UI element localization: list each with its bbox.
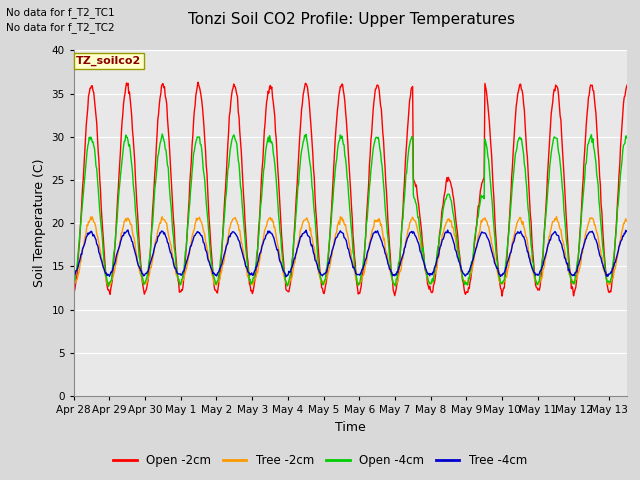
Tree -2cm <box>147 265 155 271</box>
Open -4cm <box>159 131 166 137</box>
Tree -4cm <box>307 243 315 249</box>
Tree -2cm <box>70 280 77 286</box>
Tree -4cm <box>482 231 490 237</box>
Tree -2cm <box>72 279 79 285</box>
Y-axis label: Soil Temperature (C): Soil Temperature (C) <box>33 159 46 288</box>
Text: TZ_soilco2: TZ_soilco2 <box>76 56 141 66</box>
Text: Tonzi Soil CO2 Profile: Upper Temperatures: Tonzi Soil CO2 Profile: Upper Temperatur… <box>189 12 515 27</box>
Open -4cm <box>623 133 631 139</box>
Tree -2cm <box>468 269 476 275</box>
Tree -2cm <box>481 215 489 221</box>
Open -2cm <box>70 288 77 294</box>
Tree -2cm <box>327 259 335 265</box>
Open -4cm <box>148 226 156 231</box>
Tree -2cm <box>306 228 314 233</box>
Tree -4cm <box>623 229 631 235</box>
Open -4cm <box>468 259 476 264</box>
Tree -4cm <box>70 274 77 279</box>
Open -2cm <box>623 82 631 88</box>
Tree -2cm <box>623 218 631 224</box>
Open -2cm <box>498 293 506 299</box>
Tree -4cm <box>328 247 336 253</box>
Tree -2cm <box>392 283 399 288</box>
Tree -4cm <box>282 274 290 279</box>
Open -2cm <box>72 279 79 285</box>
Text: No data for f_T2_TC1: No data for f_T2_TC1 <box>6 7 115 18</box>
Tree -2cm <box>552 214 560 219</box>
Legend: Open -2cm, Tree -2cm, Open -4cm, Tree -4cm: Open -2cm, Tree -2cm, Open -4cm, Tree -4… <box>108 449 532 472</box>
X-axis label: Time: Time <box>335 420 366 433</box>
Open -2cm <box>194 79 202 85</box>
Tree -4cm <box>124 227 132 233</box>
Open -2cm <box>328 209 335 215</box>
Line: Open -4cm: Open -4cm <box>74 134 627 287</box>
Open -2cm <box>147 236 155 242</box>
Open -2cm <box>468 270 476 276</box>
Open -4cm <box>307 171 315 177</box>
Text: No data for f_T2_TC2: No data for f_T2_TC2 <box>6 22 115 33</box>
Tree -4cm <box>148 255 156 261</box>
Tree -4cm <box>468 259 476 264</box>
Open -4cm <box>482 139 490 144</box>
Tree -4cm <box>72 268 79 274</box>
Open -4cm <box>72 268 79 274</box>
Line: Tree -2cm: Tree -2cm <box>74 216 627 286</box>
Open -4cm <box>70 283 77 289</box>
Line: Tree -4cm: Tree -4cm <box>74 230 627 276</box>
Open -2cm <box>307 116 314 122</box>
Line: Open -2cm: Open -2cm <box>74 82 627 296</box>
Open -4cm <box>105 284 113 289</box>
Open -4cm <box>328 204 336 210</box>
Open -2cm <box>481 81 489 86</box>
